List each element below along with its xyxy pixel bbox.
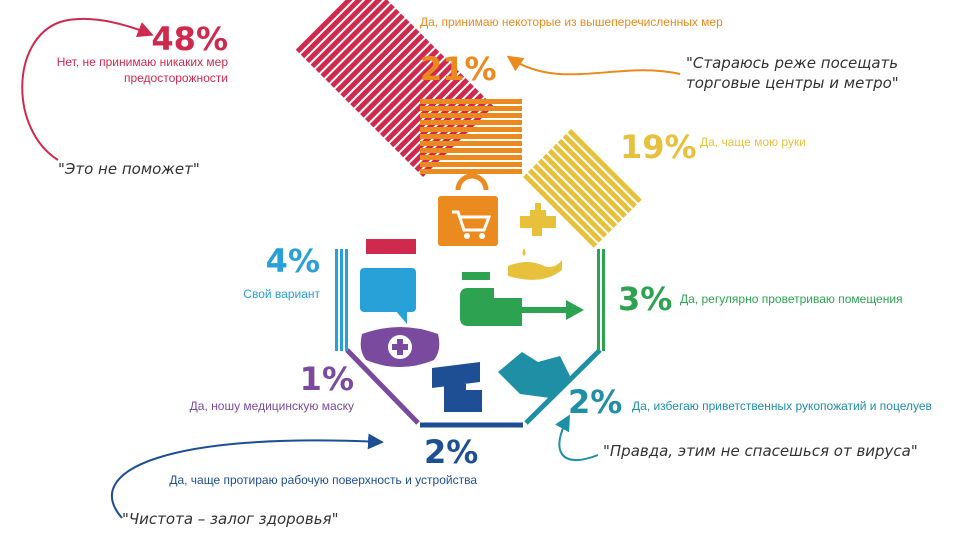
- bar-stripe-some: [420, 113, 522, 118]
- bar-stripe-some: [420, 106, 522, 111]
- bar-stripe-some: [420, 99, 522, 104]
- pct-mask: 1%: [300, 360, 354, 398]
- bar-stripe-none: [369, 53, 445, 128]
- label-handshakes: Да, избегаю приветственных рукопожатий и…: [632, 399, 932, 413]
- bar-stripe-other: [345, 249, 348, 351]
- faucet-hand-icon: [508, 203, 562, 280]
- bar-stripe-none: [379, 63, 455, 138]
- pct-some: 21%: [420, 50, 497, 88]
- quote-none: "Это не поможет": [58, 160, 200, 178]
- bar-stripe-hands: [537, 158, 613, 233]
- bar-stripe-none: [350, 33, 425, 108]
- label-some: Да, принимаю некоторые из вышеперечислен…: [420, 15, 723, 29]
- bar-stripe-hands: [523, 173, 598, 248]
- label-none: Нет, не принимаю никаких мер предосторожн…: [57, 55, 229, 85]
- bar-stripe-some: [420, 127, 522, 132]
- label-wipe: Да, чаще протираю рабочую поверхность и …: [169, 473, 477, 487]
- label-other: Свой вариант: [243, 287, 320, 301]
- bar-other: [335, 249, 348, 351]
- bar-stripe-none: [340, 23, 415, 98]
- pct-ventilate: 3%: [618, 280, 672, 318]
- bar-stripe-none: [325, 8, 400, 83]
- bar-stripe-hands: [532, 163, 608, 238]
- bar-stripe-none: [310, 0, 385, 69]
- bar-some: [420, 99, 522, 174]
- bar-stripe-none: [320, 3, 395, 79]
- handshake-icon: [498, 352, 570, 398]
- bar-stripe-ventilate: [602, 249, 605, 351]
- bar-stripe-none: [315, 0, 390, 74]
- bar-stripe-hands: [557, 138, 632, 214]
- bar-stripe-hands: [542, 153, 618, 228]
- bar-stripe-some: [420, 120, 522, 125]
- bar-stripe-none: [300, 0, 375, 59]
- bar-stripe-none: [355, 38, 430, 113]
- bar-stripe-ventilate: [597, 249, 600, 351]
- bar-stripe-none: [335, 18, 410, 93]
- label-hands: Да, чаще мою руки: [700, 135, 806, 149]
- bar-stripe-none: [374, 58, 450, 133]
- wiping-icon: [432, 362, 482, 412]
- bar-stripe-some: [420, 155, 522, 160]
- bar-stripe-hands: [527, 168, 603, 243]
- pct-none: 48%: [151, 20, 228, 58]
- mask-empty-icon: [366, 239, 416, 254]
- bar-stripe-hands: [552, 143, 627, 219]
- pct-handshakes: 2%: [568, 383, 622, 421]
- bar-stripe-none: [345, 28, 420, 103]
- hand-arrow-icon: [460, 272, 584, 326]
- pct-wipe: 2%: [424, 433, 478, 471]
- arrow-some: [506, 55, 681, 76]
- shopping-bag-icon: [438, 173, 498, 246]
- arrow-none: [21, 17, 154, 161]
- bar-stripe-some: [420, 169, 522, 174]
- arrow-wipe: [110, 433, 384, 519]
- bar-stripe-other: [335, 249, 338, 351]
- octagon-outline: [345, 348, 602, 428]
- pct-other: 4%: [266, 242, 320, 280]
- bar-hands: [523, 128, 642, 248]
- bar-stripe-some: [420, 141, 522, 146]
- speech-bubble-icon: [360, 268, 416, 324]
- arrow-handshakes: [555, 414, 599, 461]
- bar-stripe-hands: [547, 148, 622, 223]
- bar-stripe-none: [384, 68, 460, 143]
- bar-stripe-other: [340, 249, 343, 351]
- quote-some: "Стараюсь реже посещать торговые центры и…: [686, 54, 899, 92]
- bar-stripe-hands: [567, 128, 642, 204]
- bar-stripe-none: [295, 0, 370, 54]
- bar-stripe-none: [330, 13, 405, 88]
- bar-stripe-none: [360, 43, 435, 118]
- bar-stripe-some: [420, 148, 522, 153]
- quote-handshakes: "Правда, этим не спасешься от вируса": [603, 442, 918, 460]
- bar-stripe-some: [420, 134, 522, 139]
- label-ventilate: Да, регулярно проветриваю помещения: [680, 292, 903, 306]
- medical-mask-icon: [360, 327, 440, 367]
- bar-ventilate: [597, 249, 605, 351]
- bar-stripe-hands: [562, 133, 637, 209]
- label-mask: Да, ношу медицинскую маску: [190, 399, 354, 413]
- quote-wipe: "Чистота – залог здоровья": [122, 510, 338, 528]
- bar-stripe-some: [420, 162, 522, 167]
- pct-hands: 19%: [620, 128, 697, 166]
- bar-stripe-none: [365, 48, 440, 123]
- bar-stripe-none: [305, 0, 380, 64]
